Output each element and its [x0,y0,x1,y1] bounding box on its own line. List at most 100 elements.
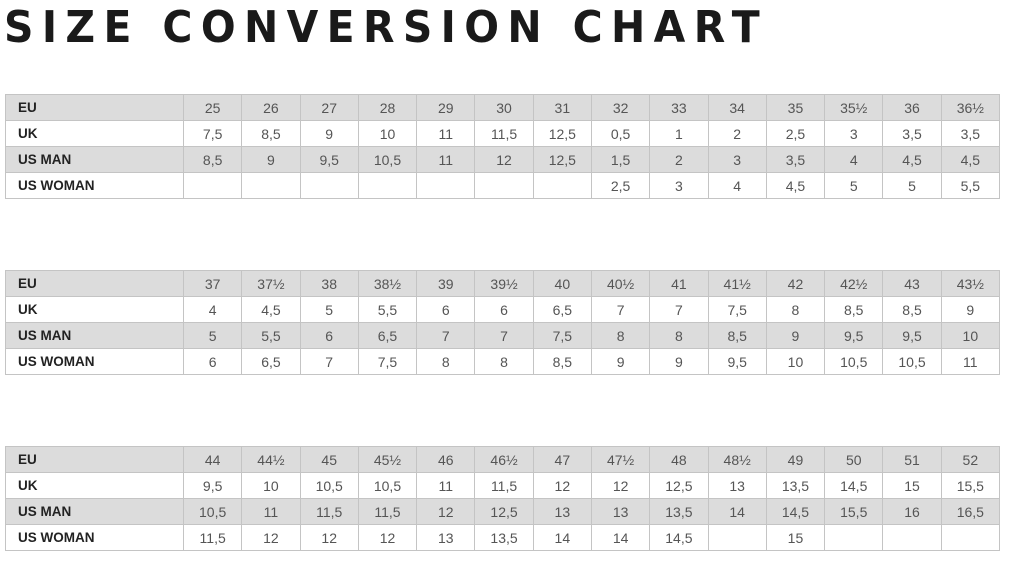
table-cell: 12 [474,146,534,173]
table-cell: 40 [532,270,592,297]
table-row: UK 9,5 10 10,5 10,5 11 11,5 12 12 12,5 13 13,5 14,5 1… [5,472,1001,499]
table-cell [474,172,534,199]
table-cell: 45½ [357,446,418,473]
table-cell: 10 [241,472,301,499]
table-cell: 7 [649,296,709,323]
table-cell: 14,5 [824,472,884,499]
table-cell: 9 [590,348,651,375]
table-cell: 14,5 [765,498,826,525]
table-cell: 3,5 [940,120,1001,147]
table-cell: 2,5 [765,120,826,147]
table-cell: 11 [940,348,1001,375]
table-cell: 13 [707,472,767,499]
row-label: US WOMAN [5,524,184,551]
row-label: US MAN [5,498,184,525]
table-cell: 15,5 [824,498,884,525]
row-label: UK [5,120,184,147]
table-cell: 9,5 [707,348,767,375]
table-cell: 12 [416,498,476,525]
table-cell: 5 [882,172,942,199]
size-table-3: EU 44 44½ 45 45½ 46 46½ 47 47½ 48 48½ 49 50 51 52 UK 9,5… [5,446,1001,551]
table-cell: 42 [765,270,826,297]
table-row: UK 7,5 8,5 9 10 11 11,5 12,5 0,5 1 2 2,5 3 3,5 3,5 [5,120,1001,147]
table-cell: 9 [940,296,1001,323]
table-cell: 32 [590,94,651,121]
table-cell [416,172,476,199]
table-cell [299,172,359,199]
table-cell: 12,5 [474,498,534,525]
table-cell: 13,5 [649,498,709,525]
table-cell: 25 [182,94,243,121]
table-cell: 9,5 [299,146,359,173]
table-cell: 39 [416,270,476,297]
row-label: EU [5,270,184,297]
table-cell: 4 [707,172,767,199]
table-cell: 16,5 [940,498,1001,525]
table-cell: 8 [416,348,476,375]
table-row: US MAN 10,5 11 11,5 11,5 12 12,5 13 13 13,5 14 14,5… [5,498,1001,525]
table-cell: 49 [765,446,826,473]
table-cell: 1 [649,120,709,147]
row-label: US MAN [5,322,184,349]
table-cell: 36½ [940,94,1001,121]
table-cell [241,172,301,199]
table-cell: 6,5 [241,348,301,375]
table-cell: 8,5 [882,296,942,323]
row-label: UK [5,296,184,323]
table-cell: 44½ [241,446,301,473]
table-cell: 41 [649,270,709,297]
table-cell [707,524,767,551]
table-cell: 12 [357,524,418,551]
table-cell: 7 [474,322,534,349]
table-cell: 0,5 [590,120,651,147]
table-cell: 7,5 [532,322,592,349]
table-cell: 11 [416,146,476,173]
table-cell: 40½ [590,270,651,297]
table-cell: 10,5 [299,472,359,499]
table-cell: 10,5 [824,348,884,375]
table-cell: 12 [590,472,651,499]
table-cell: 8 [765,296,826,323]
table-cell: 10,5 [357,472,418,499]
table-cell: 44 [182,446,243,473]
table-cell: 4,5 [241,296,301,323]
table-cell: 9 [649,348,709,375]
table-row: US WOMAN 2,5 3 4 4,5 5 5 5,5 [5,172,1001,199]
table-cell: 7,5 [182,120,243,147]
table-cell: 3 [649,172,709,199]
table-cell: 7,5 [707,296,767,323]
row-label: EU [5,446,184,473]
table-cell: 11,5 [182,524,243,551]
table-cell: 10,5 [182,498,243,525]
table-row: US MAN 5 5,5 6 6,5 7 7 7,5 8 8 8,5 9 9,5 9,5 10 [5,322,1001,349]
table-cell: 50 [824,446,884,473]
table-cell: 7 [416,322,476,349]
table-cell: 8,5 [824,296,884,323]
table-cell: 51 [882,446,942,473]
table-cell: 29 [416,94,476,121]
table-cell: 37 [182,270,243,297]
table-cell: 5,5 [940,172,1001,199]
table-cell: 8,5 [707,322,767,349]
table-cell: 12,5 [532,120,592,147]
table-cell: 33 [649,94,709,121]
table-cell: 34 [707,94,767,121]
table-cell: 47½ [590,446,651,473]
table-cell: 8 [590,322,651,349]
table-cell [940,524,1001,551]
table-cell: 9,5 [882,322,942,349]
table-cell: 10 [940,322,1001,349]
table-cell: 39½ [474,270,534,297]
table-cell: 11 [416,120,476,147]
table-cell: 45 [299,446,359,473]
table-cell: 2,5 [590,172,651,199]
table-cell: 9 [241,146,301,173]
table-cell: 48½ [707,446,767,473]
table-row: US WOMAN 6 6,5 7 7,5 8 8 8,5 9 9 9,5 10 10,5 10,5 11 [5,348,1001,375]
table-cell [882,524,942,551]
table-cell: 2 [707,120,767,147]
table-cell: 10,5 [357,146,418,173]
table-cell: 3 [824,120,884,147]
table-cell: 12 [241,524,301,551]
table-cell: 10 [765,348,826,375]
